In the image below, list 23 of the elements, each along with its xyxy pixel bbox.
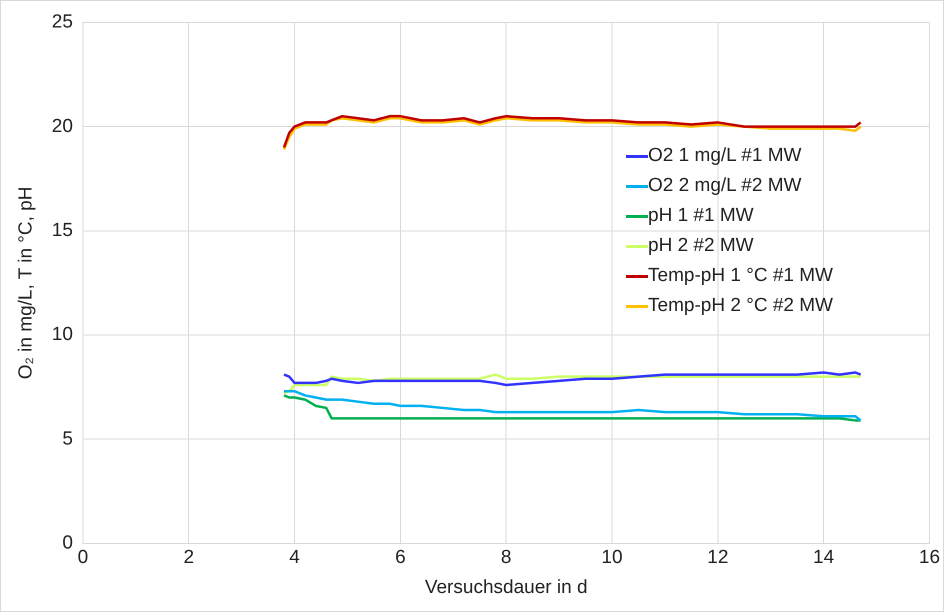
- legend-label: pH 1 #1 MW: [648, 204, 754, 228]
- legend-label: O2 2 mg/L #2 MW: [648, 174, 802, 198]
- x-tick-label: 8: [500, 547, 512, 568]
- x-tick-label: 10: [601, 547, 623, 568]
- y-tick-label: 20: [52, 116, 73, 137]
- x-tick-label: 0: [78, 547, 88, 568]
- y-tick-label: 15: [52, 220, 73, 242]
- y-axis-title: O₂ in mg/L, T in °C, pH: [16, 186, 37, 380]
- y-tick-label: 0: [62, 532, 73, 554]
- x-tick-label: 14: [813, 547, 835, 568]
- y-tick-label: 10: [52, 324, 73, 346]
- y-tick-label: 25: [52, 12, 73, 33]
- x-tick-label: 12: [707, 547, 728, 568]
- x-tick-label: 4: [289, 547, 300, 568]
- legend-label: Temp-pH 2 °C #2 MW: [648, 294, 833, 318]
- legend-label: pH 2 #2 MW: [648, 234, 754, 258]
- x-axis-title: Versuchsdauer in d: [424, 576, 588, 598]
- legend-label: Temp-pH 1 °C #1 MW: [648, 264, 833, 288]
- x-tick-label: 2: [183, 547, 194, 568]
- x-tick-label: 6: [395, 547, 406, 568]
- y-tick-label: 5: [62, 428, 73, 450]
- x-tick-label: 16: [918, 547, 940, 568]
- legend-label: O2 1 mg/L #1 MW: [648, 144, 802, 168]
